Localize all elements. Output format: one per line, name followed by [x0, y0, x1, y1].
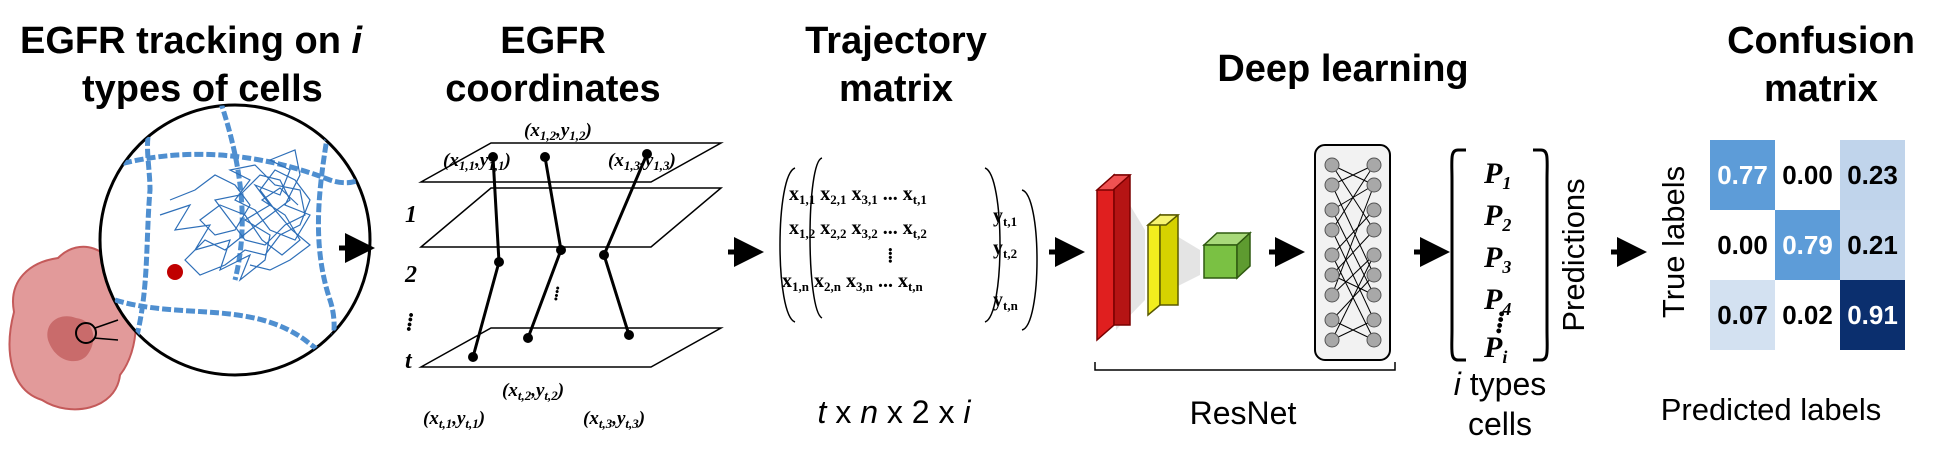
- conv-block-red: [1096, 173, 1115, 342]
- coord-label-12: (x1,2,y1,2): [524, 120, 592, 143]
- cm-value-r0-c1: 0.00: [1782, 160, 1833, 190]
- types-line1: i types: [1454, 366, 1546, 402]
- cm-value-r2-c1: 0.02: [1782, 300, 1833, 330]
- matrix-row-n: x1,n x2,n x3,n ... xt,n: [782, 270, 924, 294]
- svg-text:EGFR tracking on i: EGFR tracking on i: [20, 20, 363, 62]
- cm-cell-r0-c0: [1710, 140, 1775, 210]
- flow-arrows: [339, 233, 1647, 267]
- prediction-vector: P1 P2 P3 P4 ⁞ Pi: [1450, 148, 1549, 367]
- pred-vdots: ⁞: [1494, 306, 1505, 339]
- tracked-particle: [167, 264, 183, 280]
- frame-2: [418, 187, 724, 248]
- coord-label-t1: (xt,1,yt,1): [423, 408, 485, 431]
- coordinate-frames: ⁞ 1 2 ⁞ t (x1,2,y1,2) (x1,1,y1,1) (x1,3,…: [404, 120, 724, 431]
- title-trajectory-line2: matrix: [839, 68, 953, 110]
- trajectories: [471, 153, 649, 358]
- magnified-view: [98, 103, 372, 377]
- true-labels-axis: True labels: [1656, 166, 1691, 318]
- cnn-blocks: [1095, 173, 1252, 342]
- cm-value-r1-c2: 0.21: [1847, 230, 1898, 260]
- pred-i: Pi: [1483, 331, 1507, 367]
- cm-value-r2-c2: 0.91: [1847, 300, 1898, 330]
- cm-cell-r1-c0: [1710, 210, 1775, 280]
- zoom-source-circle: [75, 322, 97, 344]
- pred-left-bracket: [1450, 148, 1466, 362]
- cm-value-r0-c0: 0.77: [1717, 160, 1768, 190]
- zoom-line-bottom: [93, 337, 119, 341]
- coord-label-t3: (xt,3,yt,3): [583, 408, 645, 431]
- frame-label-dots: ⁞: [405, 310, 414, 336]
- matrix-left-bracket: [779, 167, 796, 323]
- magnified-circle: [98, 103, 372, 377]
- cm-value-r1-c0: 0.00: [1717, 230, 1768, 260]
- cm-cell-r0-c1: [1775, 140, 1840, 210]
- pred-3: P3: [1483, 241, 1511, 277]
- pred-4: P4: [1483, 283, 1511, 319]
- title-tracking-line2: types of cells: [82, 68, 323, 110]
- cm-cell-r2-c1: [1775, 280, 1840, 350]
- matrix-vdots: ⁞: [887, 245, 894, 267]
- cm-value-r0-c2: 0.23: [1847, 160, 1898, 190]
- frame-label-t: t: [405, 348, 413, 374]
- matrix-row-1: x1,1 x2,1 x3,1 ... xt,1: [789, 183, 927, 207]
- title-coords-line2: coordinates: [445, 68, 660, 110]
- matrix-y-2: yt,2: [993, 237, 1017, 261]
- coord-label-11: (x1,1,y1,1): [443, 150, 511, 173]
- matrix-y-1: yt,1: [993, 205, 1017, 229]
- confusion-matrix: 0.77 0.00 0.23 0.00 0.79 0.21 0.07 0.02 0.91: [1710, 140, 1905, 350]
- predicted-labels-axis: Predicted labels: [1661, 392, 1882, 427]
- cm-cell-r1-c2: [1840, 210, 1905, 280]
- conv-block-yellow: [1147, 213, 1161, 317]
- title-tracking: EGFR tracking on i types of cells: [20, 20, 363, 110]
- egfr-trajectory: [159, 149, 311, 282]
- cm-value-r2-c0: 0.07: [1717, 300, 1768, 330]
- cell-nucleus: [47, 316, 94, 362]
- title-tracking-line1: EGFR tracking on: [20, 20, 351, 62]
- resnet-label: ResNet: [1190, 395, 1297, 431]
- frame-label-1: 1: [405, 202, 417, 228]
- cm-cell-r0-c2: [1840, 140, 1905, 210]
- zoom-line-top: [94, 319, 119, 329]
- cm-cell-r2-c2: [1840, 280, 1905, 350]
- cell-illustration: [8, 246, 137, 411]
- pred-right-bracket: [1533, 148, 1549, 362]
- matrix-dimensions: t x n x 2 x i: [818, 394, 972, 430]
- matrix-y-n: yt,n: [993, 289, 1019, 313]
- trajectory-matrix: x1,1 x2,1 x3,1 ... xt,1 x1,2 x2,2 x3,2 .…: [779, 157, 1038, 430]
- frame-1: [418, 142, 724, 183]
- types-line2: cells: [1468, 406, 1532, 442]
- cm-value-r1-c1: 0.79: [1782, 230, 1833, 260]
- resnet-brace: [1094, 362, 1396, 371]
- cm-cell-r1-c1: [1775, 210, 1840, 280]
- frame-label-2: 2: [404, 262, 417, 288]
- trajectory-points: [468, 149, 652, 362]
- frame-t: [418, 327, 724, 368]
- matrix-row-2: x1,2 x2,2 x3,2 ... xt,2: [789, 217, 927, 241]
- title-coords-line1: EGFR: [500, 20, 606, 62]
- matrix-back-right-bracket: [1021, 189, 1038, 331]
- title-deep-learning: Deep learning: [1217, 48, 1468, 90]
- pred-2: P2: [1483, 199, 1511, 235]
- title-tracking-i: i: [351, 20, 363, 62]
- fully-connected-net: [1314, 144, 1391, 361]
- net-edges: [1331, 164, 1375, 341]
- coord-label-13: (x1,3,y1,3): [608, 150, 676, 173]
- title-confusion-line2: matrix: [1764, 68, 1878, 110]
- matrix-right-bracket: [984, 167, 1001, 323]
- pred-1: P1: [1483, 157, 1511, 193]
- frame-dots: ⁞: [553, 284, 560, 305]
- title-trajectory-line1: Trajectory: [805, 20, 987, 62]
- net-nodes: [1324, 157, 1382, 348]
- cm-cell-r2-c0: [1710, 280, 1775, 350]
- predictions-label: Predictions: [1556, 178, 1591, 331]
- title-confusion-line1: Confusion: [1727, 20, 1915, 62]
- coord-label-t2: (xt,2,yt,2): [502, 380, 564, 403]
- matrix-back-left-bracket: [809, 157, 823, 319]
